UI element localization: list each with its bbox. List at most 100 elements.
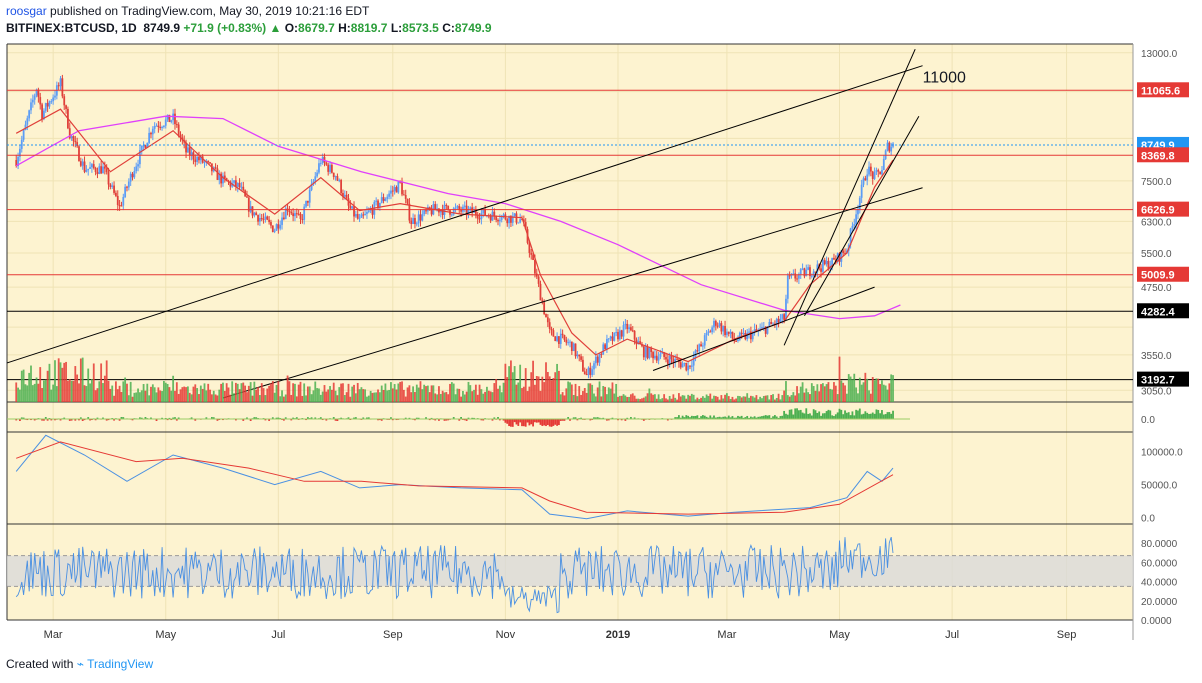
histogram-bar (139, 417, 141, 419)
candle-body (284, 208, 287, 220)
volume-bar (606, 394, 608, 402)
volume-bar (762, 395, 765, 402)
histogram-bar (714, 417, 717, 419)
candle-body (434, 204, 437, 210)
candle-body (126, 186, 128, 188)
histogram-bar (858, 408, 861, 419)
volume-bar (657, 394, 660, 402)
histogram-bar (716, 417, 719, 419)
candle-body (563, 335, 566, 340)
trendline (6, 65, 923, 364)
volume-bar (229, 394, 232, 402)
volume-bar (46, 370, 49, 402)
x-axis-label: Mar (44, 629, 63, 641)
tradingview-brand[interactable]: TradingView (87, 657, 154, 671)
candle-body (421, 214, 424, 221)
volume-bar (574, 383, 577, 402)
rsi-tick-label: 0.0000 (1141, 616, 1172, 627)
volume-bar (273, 392, 276, 402)
histogram-bar (68, 419, 71, 421)
candle-body (52, 97, 55, 102)
candle-body (797, 274, 800, 279)
volume-bar (796, 386, 798, 402)
volume-bar (757, 399, 760, 402)
candle-body (655, 355, 658, 361)
candle-body (54, 95, 56, 98)
volume-bar (334, 390, 337, 402)
volume-bar (63, 362, 66, 402)
candle-body (578, 354, 581, 357)
candle-body (161, 126, 163, 128)
histogram-bar (391, 419, 394, 421)
change-value: +71.9 (+0.83%) (183, 21, 267, 35)
candle-body (779, 318, 782, 322)
volume-bar (792, 392, 795, 402)
volume-bar (384, 383, 387, 402)
x-axis-label: May (829, 629, 850, 641)
histogram-bar (54, 419, 56, 421)
author-link[interactable]: roosgar (6, 4, 47, 18)
candle-body (85, 170, 88, 172)
volume-bar (617, 396, 619, 402)
histogram-bar (150, 417, 152, 419)
histogram-bar (168, 417, 171, 419)
price-tick-label: 7500.0 (1141, 177, 1172, 188)
histogram-bar (864, 411, 867, 419)
volume-bar (506, 377, 509, 402)
candle-body (192, 152, 195, 160)
histogram-bar (737, 415, 739, 419)
volume-bar (48, 363, 51, 402)
volume-bar (630, 394, 632, 402)
volume-bar (205, 390, 208, 402)
candle-body (59, 78, 62, 87)
candle-body (753, 329, 756, 333)
volume-bar (70, 380, 73, 402)
price-scale-background (1133, 44, 1202, 620)
candle-body (615, 332, 618, 334)
volume-bar (262, 388, 265, 402)
candle-body (801, 268, 804, 270)
histogram-bar (50, 419, 53, 421)
candle-body (689, 365, 691, 367)
histogram-bar (596, 417, 599, 419)
candle-body (570, 341, 573, 352)
volume-bar (690, 393, 693, 402)
volume-bar (103, 375, 106, 402)
high-value: 8819.7 (350, 21, 388, 35)
volume-bar (563, 395, 566, 402)
histogram-bar (724, 416, 726, 419)
volume-bar (423, 384, 426, 402)
candle-body (166, 114, 169, 120)
volume-bar (151, 384, 154, 402)
candle-body (94, 167, 97, 172)
volume-bar (414, 391, 416, 402)
histogram-bar (561, 419, 564, 421)
volume-bar (146, 383, 149, 402)
volume-bar (871, 377, 874, 402)
volume-bar (676, 399, 678, 402)
histogram-bar (155, 419, 158, 421)
volume-bar (244, 385, 247, 402)
candle-body (665, 356, 667, 360)
volume-bar (386, 390, 389, 402)
histogram-bar (170, 419, 173, 421)
histogram-bar (282, 419, 285, 421)
volume-bar (541, 376, 544, 402)
volume-bar (271, 381, 274, 402)
candle-body (275, 224, 278, 231)
volume-bar (253, 381, 256, 402)
volume-bar (404, 396, 407, 402)
volume-bar (310, 394, 313, 402)
histogram-bar (796, 408, 798, 419)
candle-body (295, 213, 298, 215)
volume-bar (233, 393, 235, 402)
candle-body (258, 218, 261, 222)
histogram-bar (493, 417, 496, 419)
candle-body (229, 181, 232, 187)
volume-bar (343, 395, 346, 402)
candle-body (103, 166, 106, 169)
candle-body (460, 209, 462, 212)
candle-body (445, 204, 448, 206)
histogram-bar (709, 415, 712, 419)
